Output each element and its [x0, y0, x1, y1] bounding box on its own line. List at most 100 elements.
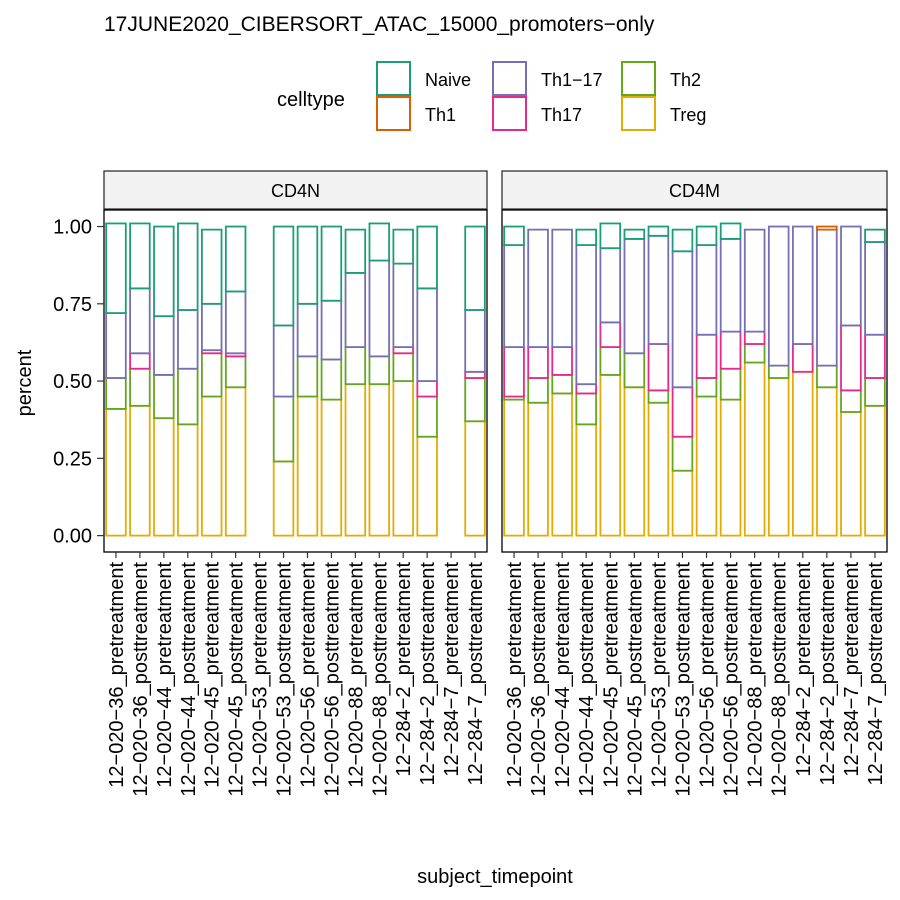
- bar-segment: [344, 271, 367, 348]
- bar-segment: [320, 299, 343, 361]
- x-tick-label: 12−020−88_pretreatment: [745, 562, 767, 788]
- bar-segment: [767, 225, 790, 367]
- bar-segment: [719, 222, 742, 240]
- bar-segment: [416, 225, 438, 290]
- bar-segment: [368, 355, 390, 386]
- bar-segment: [695, 395, 718, 537]
- x-tick-label: 12−020−45_pretreatment: [202, 562, 224, 788]
- bar-segment: [392, 346, 414, 355]
- bar-segment: [527, 346, 549, 379]
- x-tick-label: 12−020−36_pretreatment: [504, 562, 526, 788]
- x-tick-label: 12−020−36_posttreatment: [528, 562, 550, 797]
- bar-segment: [792, 225, 814, 345]
- x-tick-label: 12−020−45_posttreatment: [624, 562, 646, 797]
- bar-segment: [719, 398, 742, 537]
- x-tick-label: 12−284−2_posttreatment: [417, 562, 439, 786]
- bar-segment: [647, 225, 670, 237]
- x-tick-label: 12−284−2_pretreatment: [793, 562, 815, 777]
- bar-segment: [201, 302, 223, 352]
- x-tick-label: 12−284−7_posttreatment: [865, 562, 887, 786]
- bar-segment: [623, 237, 646, 355]
- x-tick-label: 12−020−44_posttreatment: [178, 562, 200, 797]
- bar-segment: [864, 377, 886, 407]
- bar-segment: [792, 370, 814, 537]
- bar-segment: [368, 383, 390, 537]
- bar-segment: [864, 404, 886, 537]
- x-axis-title: subject_timepoint: [417, 866, 573, 888]
- bar-segment: [671, 250, 694, 389]
- bar-segment: [296, 302, 319, 358]
- y-axis-title: percent: [14, 349, 36, 416]
- bar-segment: [503, 225, 525, 246]
- bar-segment: [416, 380, 438, 398]
- legend-label: Treg: [670, 105, 706, 125]
- bar-segment: [320, 358, 343, 401]
- bar-segment: [671, 228, 694, 253]
- bar-segment: [743, 330, 766, 345]
- bar-segment: [623, 228, 646, 240]
- bar-segment: [527, 401, 549, 537]
- bar-segment: [575, 383, 597, 395]
- bar-segment: [575, 228, 597, 246]
- facet-strip: [501, 170, 888, 210]
- bar-segment: [503, 398, 525, 537]
- bar-segment: [129, 222, 151, 290]
- bar-segment: [551, 228, 573, 348]
- legend-key: [376, 96, 411, 131]
- bar-segment: [816, 228, 838, 367]
- x-tick-label: 12−020−53_posttreatment: [672, 562, 694, 797]
- bar-segment: [105, 377, 127, 410]
- bar-segment: [743, 343, 766, 364]
- y-tick-label: 0.25: [53, 448, 92, 470]
- bar-segment: [767, 377, 790, 537]
- bar-segment: [599, 247, 622, 324]
- bar-segment: [177, 309, 199, 370]
- bar-segment: [177, 423, 199, 537]
- y-tick-label: 1.00: [53, 217, 92, 239]
- bar-segment: [599, 346, 622, 376]
- bar-segment: [551, 373, 573, 395]
- y-tick-label: 0.75: [53, 294, 92, 316]
- y-tick-label: 0.00: [53, 526, 92, 548]
- bar-segment: [767, 364, 790, 379]
- x-tick-label: 12−020−36_pretreatment: [106, 562, 128, 788]
- bar-segment: [320, 398, 343, 537]
- bar-segment: [551, 392, 573, 537]
- bar-segment: [792, 343, 814, 373]
- bar-segment: [647, 234, 670, 345]
- bar-segment: [464, 225, 486, 311]
- bar-segment: [153, 373, 175, 420]
- facet-panel: CD4M 12−020−36_pretreatment 12−020−36_post…: [501, 170, 888, 797]
- bar-segment: [129, 287, 151, 355]
- bar-segment: [840, 411, 862, 537]
- x-tick-label: 12−020−44_posttreatment: [576, 562, 598, 797]
- bar-segment: [599, 321, 622, 348]
- bar-segment: [416, 287, 438, 382]
- bar-segment: [816, 364, 838, 389]
- legend-title: celltype: [277, 89, 345, 111]
- x-tick-label: 12−020−45_pretreatment: [600, 562, 622, 788]
- bar-segment: [464, 377, 486, 423]
- bar-segment: [392, 380, 414, 537]
- y-axis: 0.00 0.25 0.50 0.75 1.00: [53, 217, 104, 548]
- bar-segment: [623, 352, 646, 389]
- bar-segment: [129, 352, 151, 370]
- bar-segment: [320, 225, 343, 302]
- x-tick-label: 12−020−56_posttreatment: [721, 562, 743, 797]
- bar-segment: [575, 392, 597, 426]
- facet-strip: [103, 170, 488, 210]
- x-tick-label: 12−020−88_posttreatment: [369, 562, 391, 797]
- bar-segment: [695, 333, 718, 379]
- legend-label: Naive: [425, 70, 471, 90]
- bar-segment: [201, 228, 223, 305]
- facet-panel: CD4N 12−020−36_pretreatment 12−020−36_post…: [103, 170, 488, 797]
- x-tick-label: 12−020−45_posttreatment: [226, 562, 248, 797]
- bar-segment: [840, 225, 862, 327]
- bar-segment: [392, 228, 414, 265]
- bar-segment: [177, 367, 199, 426]
- bar-segment: [743, 228, 766, 333]
- bar-segment: [296, 225, 319, 305]
- bar-segment: [575, 423, 597, 537]
- bar-segment: [296, 395, 319, 537]
